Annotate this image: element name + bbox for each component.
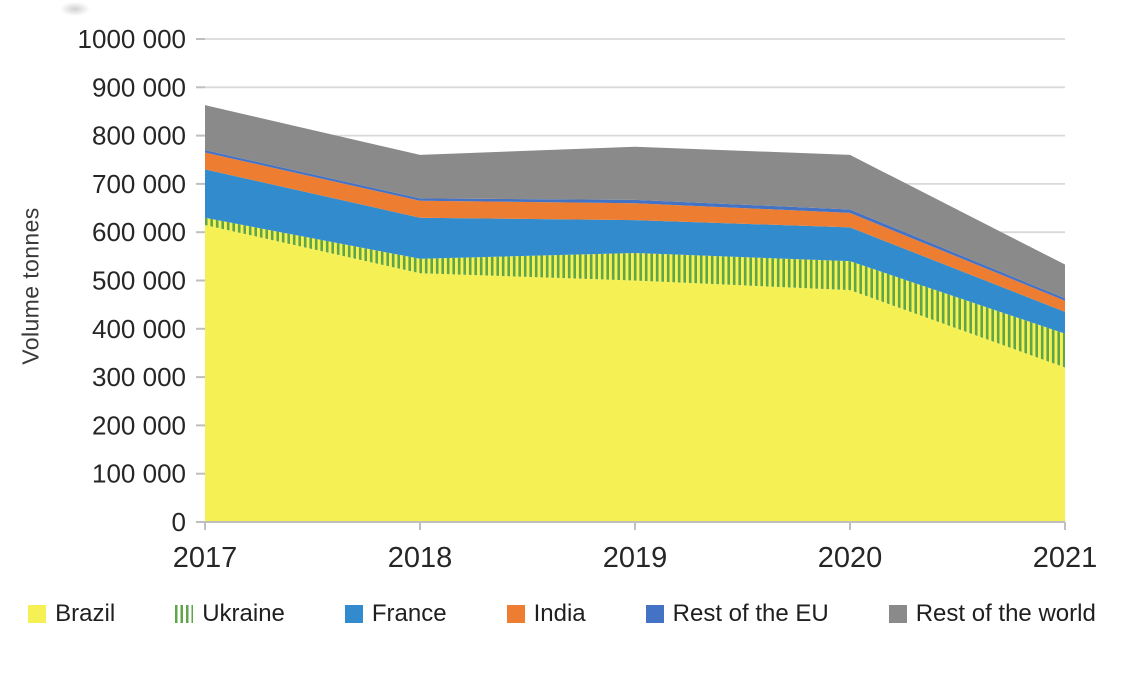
x-tick-label: 2019 <box>603 542 668 574</box>
legend-swatch-ukraine <box>175 605 194 623</box>
y-tick-label: 1000 000 <box>78 24 186 54</box>
y-tick-label: 300 000 <box>92 362 186 392</box>
chart-legend: Brazil Ukraine France India Rest of the EU Re… <box>0 600 1124 628</box>
legend-swatch-france <box>344 605 363 623</box>
legend-item-ukraine: Ukraine <box>175 600 285 628</box>
x-tick-label: 2018 <box>388 542 453 574</box>
x-tick-label: 2021 <box>1033 542 1098 574</box>
x-tick-label: 2017 <box>173 542 238 574</box>
y-tick-label: 200 000 <box>92 410 186 440</box>
legend-item-rest-of-the-world: Rest of the world <box>888 600 1096 628</box>
y-tick-label: 700 000 <box>92 169 186 199</box>
y-tick-label: 900 000 <box>92 72 186 102</box>
legend-label: Brazil <box>55 600 116 627</box>
legend-label: Rest of the world <box>915 600 1096 627</box>
legend-label: Rest of the EU <box>672 600 829 627</box>
x-tick-label: 2020 <box>818 542 883 574</box>
legend-label: France <box>371 600 447 627</box>
legend-label: Ukraine <box>202 600 285 627</box>
legend-label: India <box>533 600 586 627</box>
y-tick-label: 600 000 <box>92 217 186 247</box>
stacked-area-chart: 0 100 000 200 000 300 000 400 000 500 000 600 … <box>78 24 1098 574</box>
legend-swatch-rest-of-the-world <box>888 605 907 623</box>
legend-item-india: India <box>506 600 586 628</box>
legend-swatch-rest-of-the-eu <box>645 605 664 623</box>
area-rest-of-the-world <box>205 105 1065 299</box>
y-tick-label: 800 000 <box>92 121 186 151</box>
legend-item-brazil: Brazil <box>28 600 115 628</box>
legend-swatch-brazil <box>28 605 47 623</box>
legend-item-rest-of-the-eu: Rest of the EU <box>645 600 829 628</box>
area-ukraine <box>205 217 1065 368</box>
area-india <box>205 152 1065 312</box>
legend-item-france: France <box>344 600 447 628</box>
y-tick-label: 100 000 <box>92 459 186 489</box>
y-axis-title: Volume tonnes <box>17 207 44 365</box>
artifact-smudge <box>60 2 90 16</box>
area-brazil <box>205 224 1065 522</box>
y-tick-label: 400 000 <box>92 314 186 344</box>
y-tick-label: 500 000 <box>92 266 186 296</box>
y-tick-label: 0 <box>172 507 186 537</box>
legend-swatch-india <box>506 605 525 623</box>
area-france <box>205 169 1065 334</box>
